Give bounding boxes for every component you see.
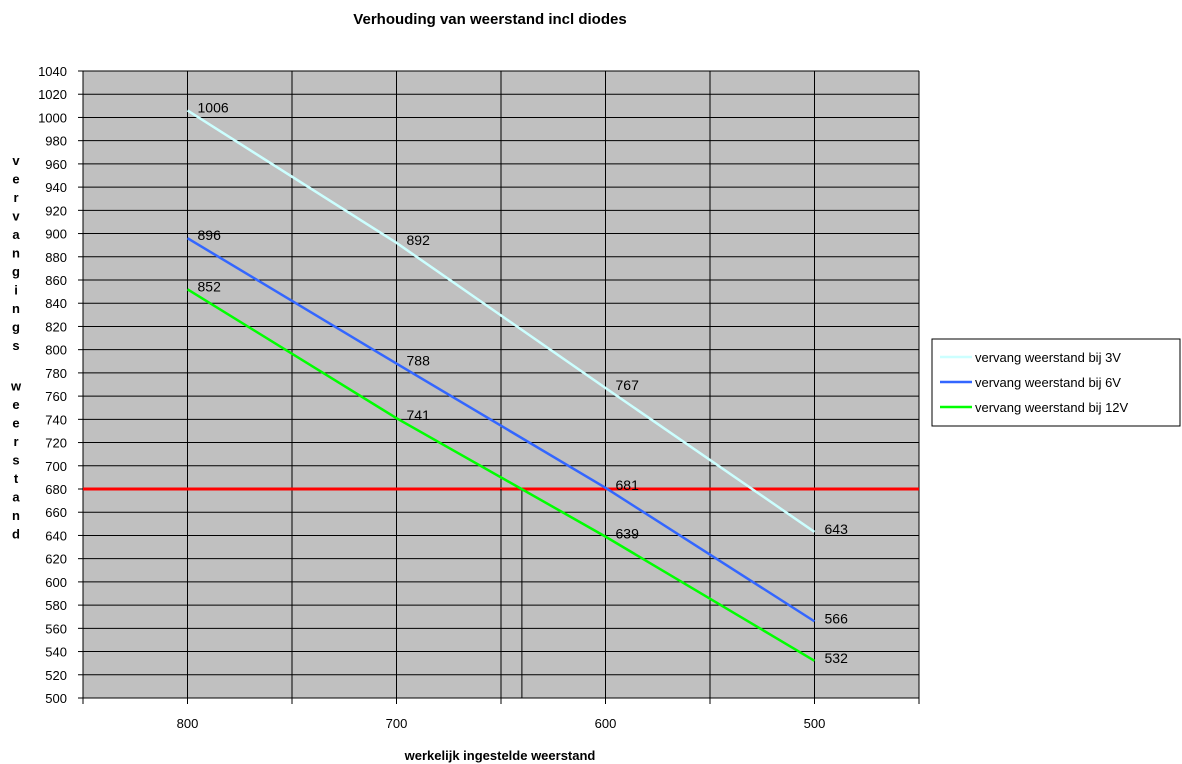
data-label: 852 bbox=[198, 278, 222, 294]
series-line-1 bbox=[186, 109, 816, 533]
y-tick-label: 920 bbox=[45, 203, 67, 218]
y-tick-label: 640 bbox=[45, 528, 67, 543]
data-label: 767 bbox=[616, 377, 640, 393]
y-tick-label: 1000 bbox=[38, 110, 67, 125]
y-axis-label-char: d bbox=[12, 527, 20, 542]
y-axis-label-char: e bbox=[12, 172, 19, 187]
y-tick-label: 800 bbox=[45, 343, 67, 358]
y-axis-label-char: w bbox=[10, 379, 22, 394]
legend-entry: vervang weerstand bij 6V bbox=[975, 375, 1121, 390]
x-tick-label: 800 bbox=[177, 716, 199, 731]
y-tick-label: 700 bbox=[45, 459, 67, 474]
legend: vervang weerstand bij 3V vervang weerstan… bbox=[931, 338, 1181, 427]
y-tick-label: 940 bbox=[45, 180, 67, 195]
y-tick-label: 980 bbox=[45, 134, 67, 149]
y-axis-label-char: a bbox=[12, 227, 20, 242]
y-axis-label-char: s bbox=[12, 453, 19, 468]
data-label: 639 bbox=[616, 526, 640, 542]
y-axis-label-char: e bbox=[12, 416, 19, 431]
y-tick-label: 500 bbox=[45, 691, 67, 706]
y-axis-label-char: t bbox=[14, 471, 19, 486]
reference-line-group bbox=[83, 487, 919, 698]
series-group bbox=[186, 109, 816, 662]
series-line-3 bbox=[186, 288, 816, 662]
y-axis-label-char: r bbox=[13, 190, 18, 205]
y-axis-label-char: g bbox=[12, 264, 20, 279]
y-axis-label-char: s bbox=[12, 338, 19, 353]
y-tick-label: 540 bbox=[45, 645, 67, 660]
y-tick-label: 820 bbox=[45, 319, 67, 334]
legend-entry: vervang weerstand bij 3V bbox=[975, 350, 1121, 365]
legend-box bbox=[931, 338, 1181, 427]
y-axis-label-char: i bbox=[14, 283, 18, 298]
data-labels: 1006 892 767 643 896 788 681 566 852 741 639 532 bbox=[198, 99, 849, 665]
y-tick-label: 900 bbox=[45, 227, 67, 242]
y-tick-label: 780 bbox=[45, 366, 67, 381]
y-axis-label-char: n bbox=[12, 246, 20, 261]
chart-title: Verhouding van weerstand incl diodes bbox=[353, 11, 626, 28]
y-tick-label: 600 bbox=[45, 575, 67, 590]
data-label: 1006 bbox=[198, 99, 229, 115]
x-tick-label: 500 bbox=[804, 716, 826, 731]
y-axis-label-char: e bbox=[12, 397, 19, 412]
x-tick-label: 700 bbox=[386, 716, 408, 731]
y-axis-label-char: r bbox=[13, 434, 18, 449]
y-axis-ticks: 500 520 540 560 580 600 620 640 660 680 700 720 740 7… bbox=[38, 64, 83, 706]
y-tick-label: 1040 bbox=[38, 64, 67, 79]
data-label: 896 bbox=[198, 227, 222, 243]
x-axis-ticks: 800 700 600 500 bbox=[82, 698, 920, 731]
data-label: 892 bbox=[407, 232, 431, 248]
series-line-2 bbox=[186, 237, 816, 623]
y-tick-label: 840 bbox=[45, 296, 67, 311]
y-axis-label-char: v bbox=[12, 153, 20, 168]
y-tick-label: 760 bbox=[45, 389, 67, 404]
y-axis-label-char: v bbox=[12, 209, 20, 224]
y-tick-label: 520 bbox=[45, 668, 67, 683]
x-tick-label: 600 bbox=[595, 716, 617, 731]
y-tick-label: 560 bbox=[45, 621, 67, 636]
x-axis-label: werkelijk ingestelde weerstand bbox=[404, 748, 596, 763]
data-label: 643 bbox=[825, 521, 849, 537]
data-label: 788 bbox=[407, 353, 431, 369]
data-label: 681 bbox=[616, 477, 640, 493]
legend-entry: vervang weerstand bij 12V bbox=[975, 400, 1129, 415]
y-tick-label: 740 bbox=[45, 412, 67, 427]
y-axis-label-char: a bbox=[12, 490, 20, 505]
y-axis-label-char: n bbox=[12, 508, 20, 523]
y-tick-label: 680 bbox=[45, 482, 67, 497]
y-tick-label: 580 bbox=[45, 598, 67, 613]
y-tick-label: 660 bbox=[45, 505, 67, 520]
data-label: 532 bbox=[825, 650, 849, 666]
y-tick-label: 880 bbox=[45, 250, 67, 265]
y-tick-label: 1020 bbox=[38, 87, 67, 102]
data-label: 741 bbox=[407, 407, 431, 423]
data-label: 566 bbox=[825, 610, 849, 626]
y-tick-label: 620 bbox=[45, 552, 67, 567]
y-axis-label-char: g bbox=[12, 320, 20, 335]
y-tick-label: 720 bbox=[45, 436, 67, 451]
y-axis-label-char: n bbox=[12, 301, 20, 316]
y-tick-label: 860 bbox=[45, 273, 67, 288]
y-tick-label: 960 bbox=[45, 157, 67, 172]
